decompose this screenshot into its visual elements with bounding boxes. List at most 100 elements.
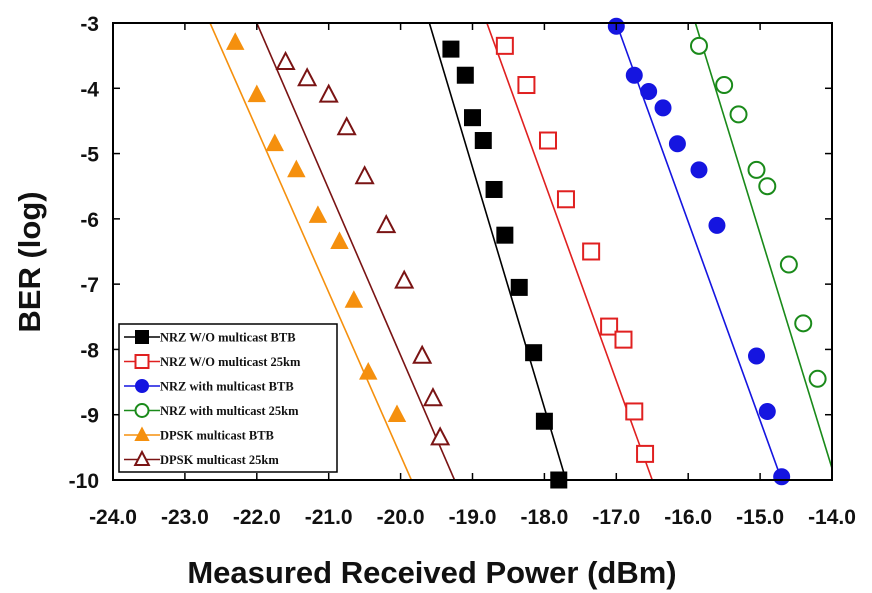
data-point-series-5 xyxy=(297,67,318,87)
data-point-series-1 xyxy=(517,76,536,95)
y-tick-label: -5 xyxy=(80,144,99,167)
data-point-series-1 xyxy=(600,317,619,336)
data-point-series-1 xyxy=(495,36,514,55)
data-point-series-2 xyxy=(773,468,791,486)
y-tick-label: -9 xyxy=(80,405,99,428)
data-point-series-2 xyxy=(708,216,726,234)
fit-line-series-5 xyxy=(256,23,456,480)
data-point-series-1 xyxy=(556,190,575,209)
data-point-series-4 xyxy=(287,159,306,178)
data-point-series-5 xyxy=(430,426,451,446)
x-tick-label: -21.0 xyxy=(305,506,353,529)
legend-marker xyxy=(134,354,150,369)
data-point-series-1 xyxy=(636,444,655,463)
data-markers xyxy=(226,17,827,489)
legend-label: NRZ W/O multicast BTB xyxy=(160,331,296,345)
data-point-series-4 xyxy=(330,231,349,250)
data-point-series-0 xyxy=(510,278,528,296)
data-point-series-3 xyxy=(758,177,777,196)
legend-label: DPSK multicast 25km xyxy=(160,453,279,467)
data-point-series-2 xyxy=(690,161,708,179)
data-point-series-2 xyxy=(748,347,766,365)
data-point-series-4 xyxy=(387,404,407,423)
data-point-series-1 xyxy=(614,330,633,349)
y-tick-label: -7 xyxy=(80,274,99,297)
y-tick-label: -3 xyxy=(80,13,99,36)
y-axis-title: BER (log) xyxy=(12,191,47,332)
data-point-series-1 xyxy=(625,402,644,421)
x-tick-label: -20.0 xyxy=(377,506,425,529)
data-point-series-0 xyxy=(442,40,460,58)
fit-line-series-3 xyxy=(694,23,832,472)
x-tick-label: -22.0 xyxy=(233,506,281,529)
legend-label: DPSK multicast BTB xyxy=(160,429,274,443)
data-point-series-4 xyxy=(344,290,364,308)
data-point-series-4 xyxy=(265,133,285,152)
x-axis-ticks: -24.0 -23.0 -22.0 -21.0 -20.0 -19.0 -18.0 -17.0… xyxy=(89,23,856,529)
data-point-series-2 xyxy=(668,135,686,153)
data-point-series-5 xyxy=(354,165,375,185)
data-point-series-4 xyxy=(308,205,328,223)
fit-lines xyxy=(209,23,832,480)
data-point-series-1 xyxy=(538,131,557,150)
x-tick-label: -17.0 xyxy=(592,506,640,529)
data-point-series-5 xyxy=(318,83,339,103)
legend-label: NRZ with multicast BTB xyxy=(160,380,294,394)
data-point-series-0 xyxy=(485,180,503,198)
legend-marker xyxy=(133,449,151,467)
data-point-series-1 xyxy=(582,242,601,261)
data-point-series-3 xyxy=(779,255,798,274)
legend-marker xyxy=(134,426,150,442)
data-point-series-0 xyxy=(456,66,474,84)
data-point-series-5 xyxy=(336,116,357,136)
data-point-series-2 xyxy=(640,83,658,101)
data-point-series-0 xyxy=(525,344,543,362)
legend: NRZ W/O multicast BTB NRZ W/O multicast 2… xyxy=(118,323,338,473)
x-tick-label: -15.0 xyxy=(736,506,784,529)
x-tick-label: -14.0 xyxy=(808,506,856,529)
data-point-series-3 xyxy=(808,369,827,388)
legend-marker xyxy=(135,379,149,393)
data-point-series-3 xyxy=(689,36,708,55)
data-point-series-4 xyxy=(226,32,245,50)
x-axis-title: Measured Received Power (dBm) xyxy=(187,555,676,590)
y-tick-label: -6 xyxy=(80,209,99,232)
fit-line-series-1 xyxy=(486,23,654,480)
y-axis-ticks: -3 -4 -5 -6 -7 -8 -9 -10 xyxy=(69,13,832,493)
fit-line-series-2 xyxy=(615,23,783,480)
x-tick-label: -16.0 xyxy=(664,506,712,529)
legend-marker xyxy=(135,330,149,344)
data-point-series-3 xyxy=(729,105,748,124)
x-tick-label: -23.0 xyxy=(161,506,209,529)
data-point-series-5 xyxy=(394,269,415,289)
data-point-series-4 xyxy=(247,84,267,103)
x-tick-label: -18.0 xyxy=(520,506,568,529)
y-tick-label: -8 xyxy=(80,339,99,362)
fit-line-series-0 xyxy=(428,23,567,480)
data-point-series-4 xyxy=(359,362,378,380)
data-point-series-3 xyxy=(747,160,766,179)
data-point-series-3 xyxy=(794,314,813,333)
data-point-series-5 xyxy=(376,214,397,234)
data-point-series-2 xyxy=(625,66,643,84)
fit-line-series-4 xyxy=(209,23,413,480)
data-point-series-0 xyxy=(474,132,492,150)
data-point-series-2 xyxy=(654,99,672,117)
legend-box xyxy=(118,323,338,473)
legend-label: NRZ W/O multicast 25km xyxy=(160,355,301,369)
data-point-series-5 xyxy=(412,344,433,364)
data-point-series-0 xyxy=(496,226,514,244)
data-point-series-0 xyxy=(464,109,481,127)
x-tick-label: -19.0 xyxy=(449,506,497,529)
data-point-series-2 xyxy=(758,402,776,420)
y-tick-label: -10 xyxy=(69,470,99,493)
data-point-series-0 xyxy=(535,412,553,430)
x-tick-label: -24.0 xyxy=(89,506,137,529)
y-tick-label: -4 xyxy=(80,78,99,101)
data-point-series-5 xyxy=(275,50,296,70)
data-point-series-3 xyxy=(715,76,734,95)
data-point-series-5 xyxy=(422,387,444,407)
legend-label: NRZ with multicast 25km xyxy=(160,404,299,418)
legend-marker xyxy=(134,403,150,418)
